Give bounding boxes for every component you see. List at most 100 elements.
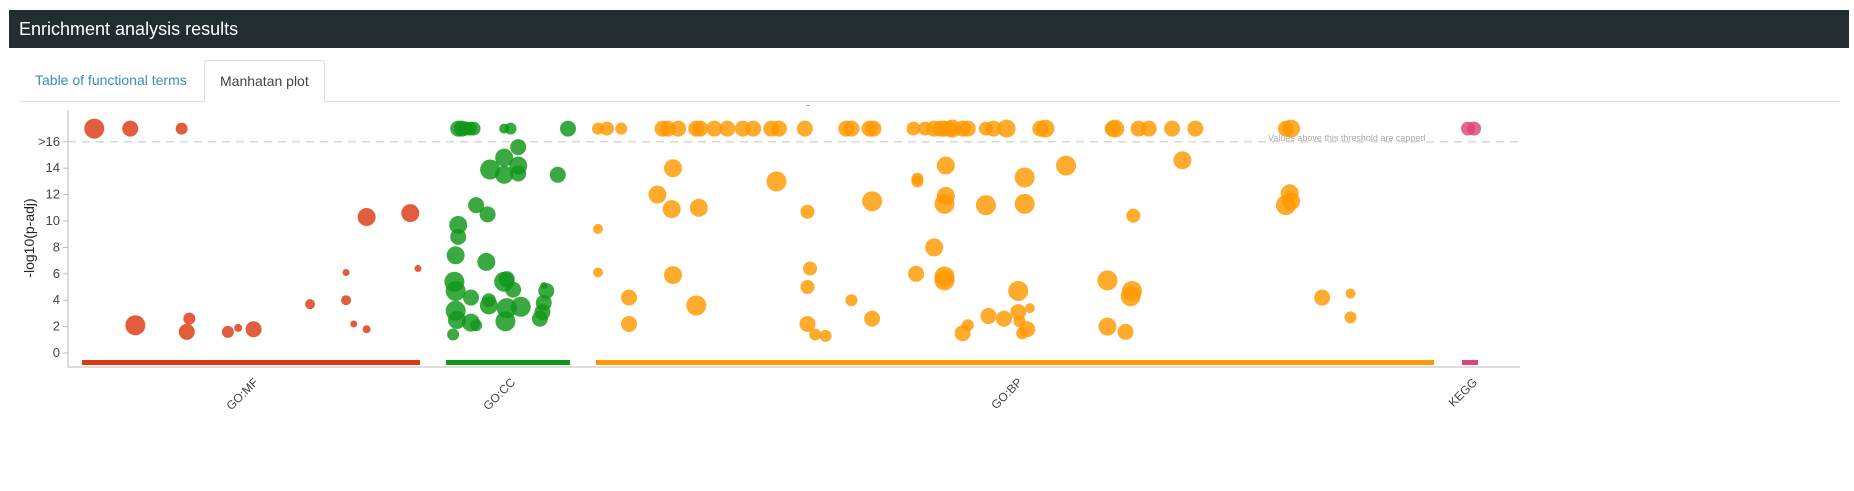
data-point-go-bp[interactable] xyxy=(1014,193,1035,214)
data-point-go-mf[interactable] xyxy=(178,323,195,340)
data-point-go-cc[interactable] xyxy=(560,120,576,137)
data-point-go-bp[interactable] xyxy=(1126,208,1141,223)
data-point-go-cc[interactable] xyxy=(447,328,460,341)
data-point-go-mf[interactable] xyxy=(357,208,376,227)
data-point-go-mf[interactable] xyxy=(175,122,188,135)
data-point-go-bp[interactable] xyxy=(934,193,955,214)
data-point-go-bp[interactable] xyxy=(1122,280,1143,301)
data-point-go-bp[interactable] xyxy=(843,120,860,137)
data-point-go-mf[interactable] xyxy=(84,118,105,139)
data-point-go-bp[interactable] xyxy=(1344,311,1357,324)
data-point-go-cc[interactable] xyxy=(510,165,527,182)
data-point-go-bp[interactable] xyxy=(862,191,883,212)
data-point-go-bp[interactable] xyxy=(745,120,762,137)
data-point-go-bp[interactable] xyxy=(621,289,638,306)
data-point-go-bp[interactable] xyxy=(845,294,858,307)
data-point-go-cc[interactable] xyxy=(446,246,465,265)
tab-table-of-functional-terms[interactable]: Table of functional terms xyxy=(35,72,187,88)
data-point-go-bp[interactable] xyxy=(799,315,816,332)
data-point-go-bp[interactable] xyxy=(1014,167,1035,188)
data-point-go-bp[interactable] xyxy=(600,121,615,136)
data-point-go-bp[interactable] xyxy=(975,195,996,216)
data-point-go-bp[interactable] xyxy=(1097,270,1118,291)
data-point-go-bp[interactable] xyxy=(719,120,736,137)
data-point-go-bp[interactable] xyxy=(985,120,1002,137)
data-point-go-bp[interactable] xyxy=(908,265,925,282)
data-point-go-bp[interactable] xyxy=(663,266,682,285)
data-point-go-bp[interactable] xyxy=(615,122,628,135)
data-point-go-bp[interactable] xyxy=(911,175,924,188)
data-point-go-bp[interactable] xyxy=(621,315,638,332)
data-point-go-bp[interactable] xyxy=(1345,288,1356,299)
data-point-go-bp[interactable] xyxy=(1117,323,1134,340)
data-point-go-bp[interactable] xyxy=(1187,120,1204,137)
data-point-go-cc[interactable] xyxy=(462,289,479,306)
data-point-go-cc[interactable] xyxy=(495,148,514,167)
data-point-go-mf[interactable] xyxy=(183,312,196,325)
data-point-go-cc[interactable] xyxy=(449,215,468,234)
data-point-go-bp[interactable] xyxy=(819,329,832,342)
data-point-go-mf[interactable] xyxy=(414,265,422,273)
data-point-go-cc[interactable] xyxy=(477,252,496,271)
data-point-go-cc[interactable] xyxy=(538,282,555,299)
data-point-go-mf[interactable] xyxy=(234,323,243,332)
data-point-go-bp[interactable] xyxy=(800,204,815,219)
data-point-go-bp[interactable] xyxy=(1164,120,1181,137)
data-point-go-bp[interactable] xyxy=(663,159,682,178)
data-point-go-cc[interactable] xyxy=(504,122,517,135)
data-point-go-cc[interactable] xyxy=(531,310,548,327)
data-point-go-bp[interactable] xyxy=(593,223,603,234)
data-point-go-bp[interactable] xyxy=(996,310,1013,327)
data-point-go-cc[interactable] xyxy=(481,293,496,308)
data-point-go-bp[interactable] xyxy=(1056,155,1077,176)
data-point-go-bp[interactable] xyxy=(961,319,974,332)
data-point-go-bp[interactable] xyxy=(997,119,1016,138)
data-point-go-mf[interactable] xyxy=(342,268,350,276)
data-point-go-mf[interactable] xyxy=(122,120,139,137)
data-point-go-bp[interactable] xyxy=(936,156,955,175)
data-point-go-mf[interactable] xyxy=(341,295,352,306)
data-point-go-cc[interactable] xyxy=(495,311,516,332)
data-point-go-cc[interactable] xyxy=(470,319,483,332)
data-point-go-bp[interactable] xyxy=(803,261,818,276)
data-point-go-bp[interactable] xyxy=(1173,151,1192,170)
data-point-go-bp[interactable] xyxy=(934,270,955,291)
data-point-go-bp[interactable] xyxy=(689,198,708,217)
data-point-go-bp[interactable] xyxy=(1098,317,1117,336)
data-point-go-bp[interactable] xyxy=(766,171,787,192)
data-point-go-bp[interactable] xyxy=(1280,184,1299,203)
data-point-go-cc[interactable] xyxy=(466,121,481,136)
data-point-go-bp[interactable] xyxy=(925,238,944,257)
data-point-go-bp[interactable] xyxy=(1008,280,1029,301)
data-point-go-cc[interactable] xyxy=(468,197,485,214)
data-point-go-mf[interactable] xyxy=(401,204,420,223)
data-point-kegg[interactable] xyxy=(1467,121,1481,136)
data-point-go-bp[interactable] xyxy=(800,280,815,294)
data-point-go-mf[interactable] xyxy=(362,325,371,334)
data-point-go-mf[interactable] xyxy=(221,325,234,338)
data-point-go-bp[interactable] xyxy=(1140,120,1157,137)
data-point-go-cc[interactable] xyxy=(505,281,522,298)
data-point-go-bp[interactable] xyxy=(662,200,681,219)
data-point-go-bp[interactable] xyxy=(686,295,707,316)
data-point-go-cc[interactable] xyxy=(479,206,496,223)
data-point-go-bp[interactable] xyxy=(959,120,976,137)
data-point-go-bp[interactable] xyxy=(706,120,723,137)
data-point-go-bp[interactable] xyxy=(809,328,822,341)
data-point-go-cc[interactable] xyxy=(450,228,467,245)
data-point-go-bp[interactable] xyxy=(648,185,667,204)
data-point-go-bp[interactable] xyxy=(1314,289,1331,306)
data-point-go-bp[interactable] xyxy=(1036,119,1055,138)
data-point-go-bp[interactable] xyxy=(1019,321,1036,338)
data-point-go-bp[interactable] xyxy=(796,120,813,137)
data-point-go-cc[interactable] xyxy=(445,280,466,301)
data-point-go-cc[interactable] xyxy=(447,311,466,329)
data-point-go-mf[interactable] xyxy=(125,315,146,336)
data-point-go-cc[interactable] xyxy=(549,166,566,183)
data-point-go-cc[interactable] xyxy=(510,296,531,317)
data-point-go-bp[interactable] xyxy=(980,308,997,325)
data-point-go-bp[interactable] xyxy=(864,310,881,327)
data-point-go-bp[interactable] xyxy=(670,120,687,137)
data-point-go-cc[interactable] xyxy=(495,165,514,184)
data-point-go-bp[interactable] xyxy=(692,120,709,137)
